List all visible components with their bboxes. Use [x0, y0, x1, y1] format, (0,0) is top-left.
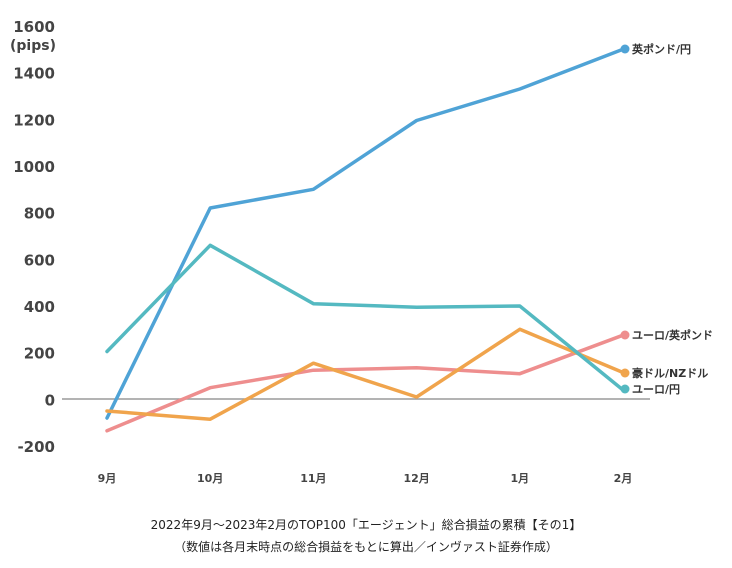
y-unit-label: (pips) — [10, 38, 56, 54]
y-axis-ticks: 1600 1400 1200 1000 800 600 400 200 0 -200 — [13, 18, 55, 456]
series-line — [105, 47, 625, 420]
y-tick-label: -200 — [17, 438, 55, 456]
caption-note: （数値は各月末時点の総合損益をもとに算出／インヴァスト証券作成） — [174, 540, 558, 554]
y-tick-label: 800 — [24, 205, 55, 223]
series-line — [105, 327, 625, 421]
series-line — [105, 333, 625, 433]
series-legend-label: 豪ドル/NZドル — [632, 366, 708, 380]
y-tick-label: 1400 — [13, 65, 55, 83]
series-line — [105, 243, 625, 392]
x-tick-label: 1月 — [510, 472, 529, 485]
series-legend-label: ユーロ/円 — [632, 383, 680, 396]
y-tick-label: 1000 — [13, 158, 55, 176]
y-tick-label: 1600 — [13, 18, 55, 36]
x-tick-label: 11月 — [300, 472, 326, 485]
series-end-marker — [620, 368, 630, 378]
x-tick-label: 2月 — [614, 472, 633, 485]
x-tick-label: 12月 — [403, 472, 429, 485]
series-legend-label: ユーロ/英ポンド — [632, 328, 713, 342]
x-tick-label: 10月 — [197, 472, 223, 485]
series-legend-label: 英ポンド/円 — [631, 42, 691, 56]
y-tick-label: 400 — [24, 298, 55, 316]
x-tick-label: 9月 — [98, 472, 117, 485]
series-end-marker — [620, 384, 630, 394]
y-tick-label: 200 — [24, 345, 55, 363]
y-tick-label: 1200 — [13, 111, 55, 129]
series-end-marker — [620, 44, 630, 54]
y-tick-label: 600 — [24, 251, 55, 269]
line-chart: (pips) 1600 1400 1200 1000 800 600 400 200 0 -200… — [10, 18, 713, 485]
series-lines — [105, 47, 625, 433]
y-tick-label: 0 — [45, 391, 55, 409]
x-axis-ticks: 9月 10月 11月 12月 1月 2月 — [98, 472, 633, 485]
series-end-marker — [620, 330, 630, 340]
caption-title: 2022年9月～2023年2月のTOP100「エージェント」総合損益の累積【その… — [150, 518, 582, 532]
